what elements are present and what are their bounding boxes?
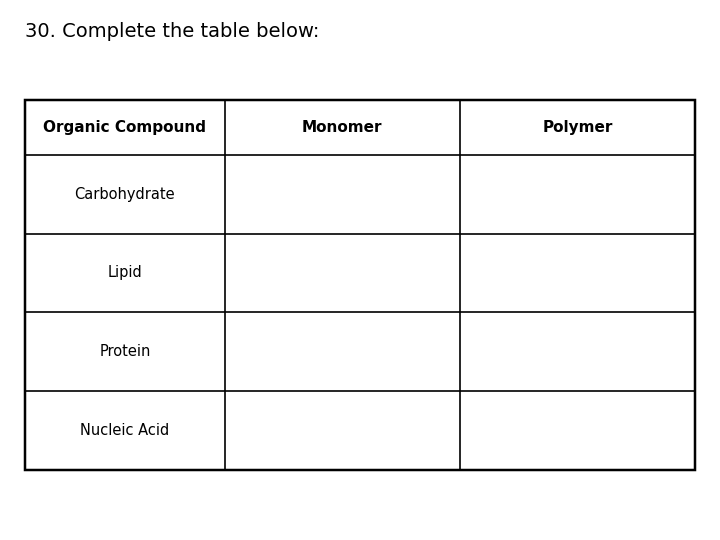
Text: 30. Complete the table below:: 30. Complete the table below: [25,22,320,41]
Text: Carbohydrate: Carbohydrate [74,187,175,201]
Text: Protein: Protein [99,345,150,359]
Text: Lipid: Lipid [107,266,143,280]
Text: Monomer: Monomer [302,120,382,135]
Text: Organic Compound: Organic Compound [43,120,207,135]
Text: Nucleic Acid: Nucleic Acid [80,423,169,438]
Text: Polymer: Polymer [542,120,613,135]
Bar [25,100,695,470]
